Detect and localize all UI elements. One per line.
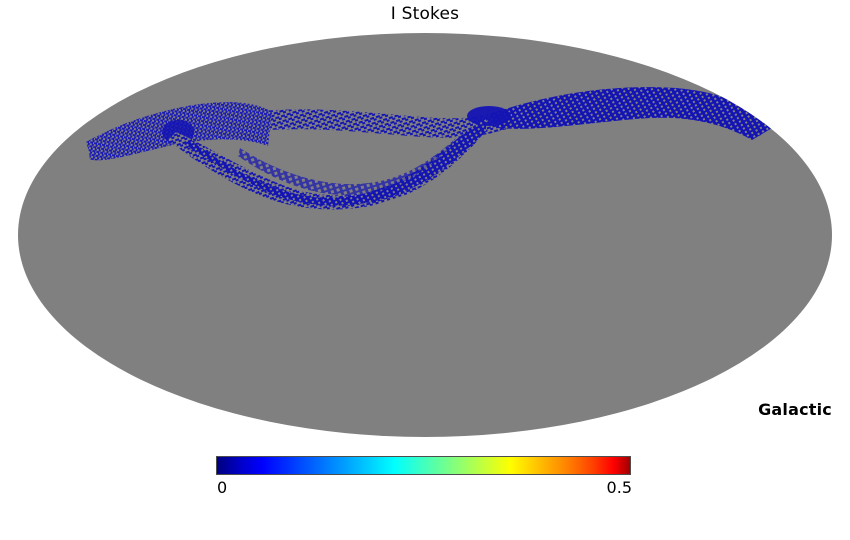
- scan-band-speckle: [238, 138, 456, 196]
- scan-band-left-tip: [88, 128, 142, 160]
- colorbar: 0 0.5: [216, 456, 633, 506]
- sky-map-canvas: [18, 33, 832, 437]
- colorbar-min-tick-label: 0: [217, 478, 228, 497]
- scan-crossing-node: [467, 106, 511, 126]
- coordinate-system-label: Galactic: [758, 400, 832, 419]
- mollweide-projection-panel: [0, 28, 850, 446]
- scan-band-right-wedge: [490, 87, 772, 140]
- page-title: I Stokes: [390, 4, 460, 24]
- observed-scan-band: [86, 87, 772, 210]
- colorbar-max-tick-label: 0.5: [606, 478, 632, 497]
- scan-band-lower-body: [184, 118, 486, 206]
- colorbar-gradient: [216, 456, 631, 475]
